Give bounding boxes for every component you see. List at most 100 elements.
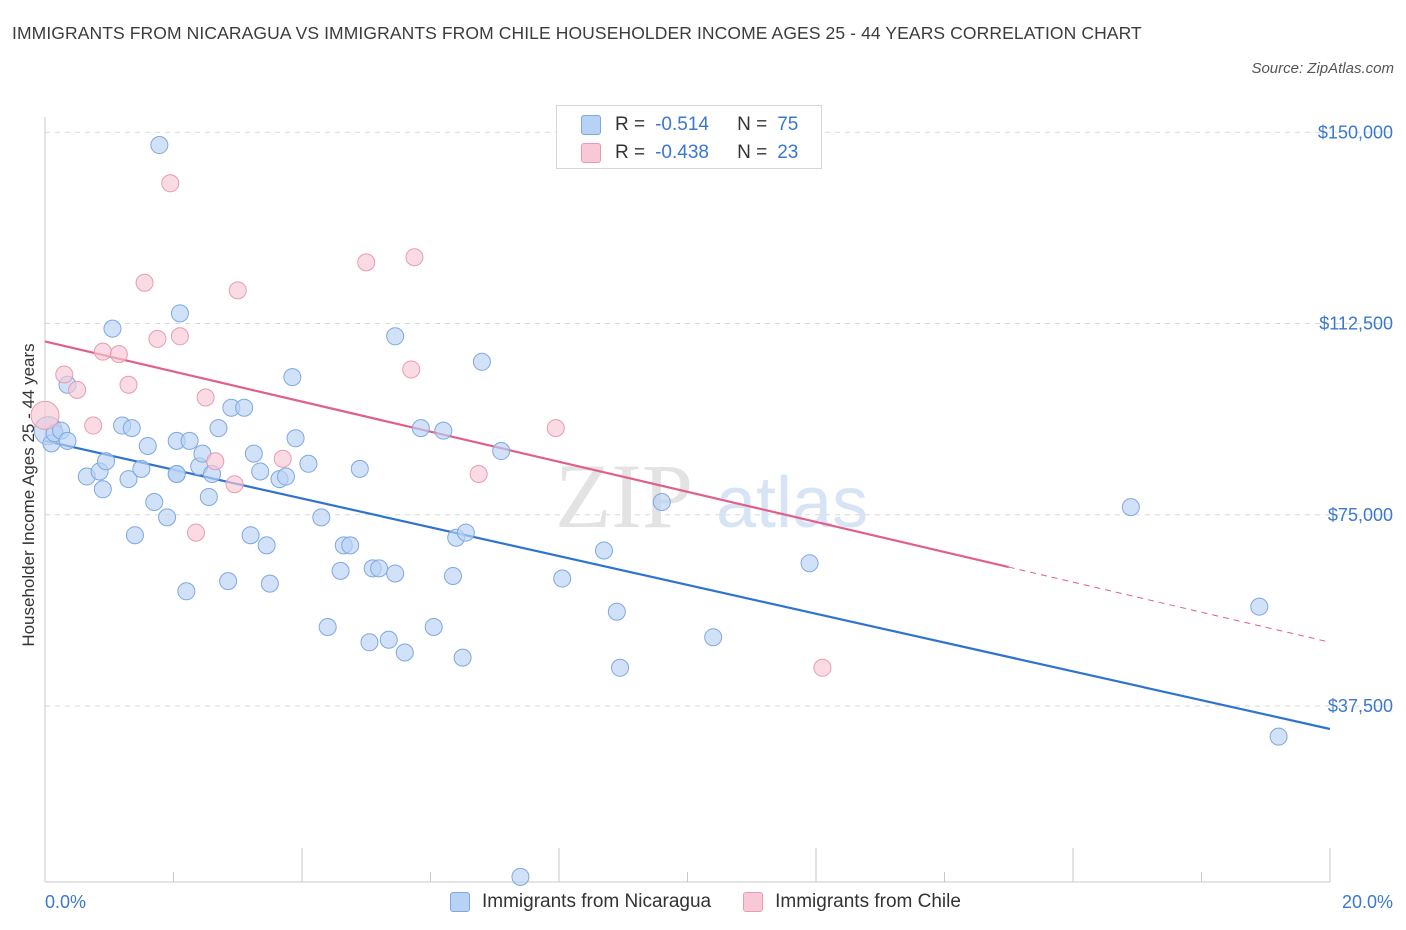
point-nicaragua <box>122 419 141 438</box>
point-nicaragua <box>411 419 430 438</box>
y-tick-label: $112,500 <box>1319 314 1393 334</box>
point-chile <box>84 416 103 435</box>
legend-row-nicaragua: R = -0.514 N = 75 <box>581 113 798 137</box>
watermark-atlas: atlas <box>716 463 868 543</box>
watermark-zip: ZIP <box>555 445 693 547</box>
point-chile <box>405 248 424 267</box>
point-nicaragua <box>286 429 305 448</box>
point-chile <box>402 360 421 379</box>
point-nicaragua <box>453 648 472 667</box>
point-nicaragua <box>235 398 254 417</box>
point-nicaragua <box>1121 498 1140 517</box>
point-nicaragua <box>350 459 369 478</box>
y-axis-label: Householder Income Ages 25 - 44 years <box>19 343 38 646</box>
source-label: Source: ZipAtlas.com <box>1251 60 1394 77</box>
trend-line-chile <box>44 340 1010 569</box>
point-nicaragua <box>386 327 405 346</box>
point-nicaragua <box>103 319 122 338</box>
y-tick-label: $150,000 <box>1318 122 1393 142</box>
legend-n-value-nicaragua: 75 <box>777 114 799 135</box>
legend-r-value-chile: -0.438 <box>655 142 709 163</box>
legend-n-value-chile: 23 <box>777 142 799 163</box>
point-chile <box>546 419 565 438</box>
point-nicaragua <box>594 541 613 560</box>
point-nicaragua <box>472 352 491 371</box>
point-nicaragua <box>180 431 199 450</box>
chart-title: IMMIGRANTS FROM NICARAGUA VS IMMIGRANTS … <box>12 23 1142 43</box>
point-nicaragua <box>209 419 228 438</box>
series-legend-nicaragua[interactable]: Immigrants from Nicaragua <box>450 891 711 913</box>
point-nicaragua <box>704 628 723 647</box>
point-nicaragua <box>119 470 138 489</box>
trend-line-nicaragua <box>44 439 1331 731</box>
point-nicaragua <box>219 572 238 591</box>
legend-r-label: R = <box>615 142 646 163</box>
point-nicaragua <box>260 574 279 593</box>
point-nicaragua <box>386 564 405 583</box>
point-nicaragua <box>58 431 77 450</box>
point-chile <box>170 327 189 346</box>
point-nicaragua <box>456 523 475 542</box>
legend-r-label: R = <box>615 114 646 135</box>
scatter-points <box>30 136 1288 886</box>
point-nicaragua <box>276 467 295 486</box>
point-chile <box>148 329 167 348</box>
point-chile <box>469 465 488 483</box>
point-chile <box>357 253 376 272</box>
point-nicaragua <box>138 436 157 455</box>
axes <box>44 117 1331 883</box>
y-tick-label: $37,500 <box>1328 696 1393 716</box>
point-nicaragua <box>424 618 443 636</box>
point-nicaragua <box>150 136 169 155</box>
point-chile <box>225 475 244 494</box>
point-nicaragua <box>241 526 260 545</box>
point-chile <box>68 380 87 399</box>
series-label-chile: Immigrants from Chile <box>775 891 961 912</box>
point-nicaragua <box>443 567 462 585</box>
x-tick-label: 0.0% <box>45 892 86 912</box>
point-chile <box>196 388 215 407</box>
point-chile <box>813 658 832 677</box>
point-nicaragua <box>167 465 186 483</box>
point-nicaragua <box>97 452 116 471</box>
correlation-legend: R = -0.514 N = 75 R = -0.438 N = 23 <box>556 105 822 169</box>
point-nicaragua <box>199 487 218 506</box>
point-nicaragua <box>379 630 398 649</box>
legend-row-chile: R = -0.438 N = 23 <box>581 141 798 165</box>
point-nicaragua <box>145 493 164 512</box>
point-nicaragua <box>158 508 177 527</box>
y-tick-label: $75,000 <box>1328 505 1393 525</box>
point-nicaragua <box>395 643 414 662</box>
y-tick-labels: $150,000 $112,500 $75,000 $37,500 <box>1318 122 1393 716</box>
point-chile <box>30 400 60 430</box>
point-chile <box>93 342 112 361</box>
series-legend-chile[interactable]: Immigrants from Chile <box>743 891 961 913</box>
point-nicaragua <box>318 618 337 636</box>
point-chile <box>55 365 74 384</box>
trend-line-dashed-chile <box>1008 566 1331 643</box>
x-tick-labels: 0.0% 20.0% <box>45 892 1393 912</box>
legend-r-value-nicaragua: -0.514 <box>655 114 709 135</box>
point-nicaragua <box>511 867 530 886</box>
series-swatch-chile <box>743 892 764 912</box>
point-nicaragua <box>434 421 453 440</box>
point-nicaragua <box>607 602 626 621</box>
point-nicaragua <box>611 658 630 677</box>
gridlines <box>45 131 1390 707</box>
point-nicaragua <box>132 459 151 478</box>
point-nicaragua <box>652 493 671 512</box>
series-swatch-nicaragua <box>450 892 470 912</box>
point-nicaragua <box>312 508 331 527</box>
point-nicaragua <box>1250 597 1269 616</box>
point-nicaragua <box>553 569 572 588</box>
point-nicaragua <box>1269 727 1288 746</box>
point-nicaragua <box>283 368 302 387</box>
point-chile <box>109 345 128 364</box>
point-nicaragua <box>251 462 270 481</box>
legend-swatch-nicaragua <box>581 115 601 135</box>
trend-lines <box>44 340 1331 731</box>
point-nicaragua <box>244 444 263 463</box>
legend-n-label: N = <box>737 114 768 135</box>
point-nicaragua <box>360 633 379 652</box>
point-nicaragua <box>299 454 318 473</box>
